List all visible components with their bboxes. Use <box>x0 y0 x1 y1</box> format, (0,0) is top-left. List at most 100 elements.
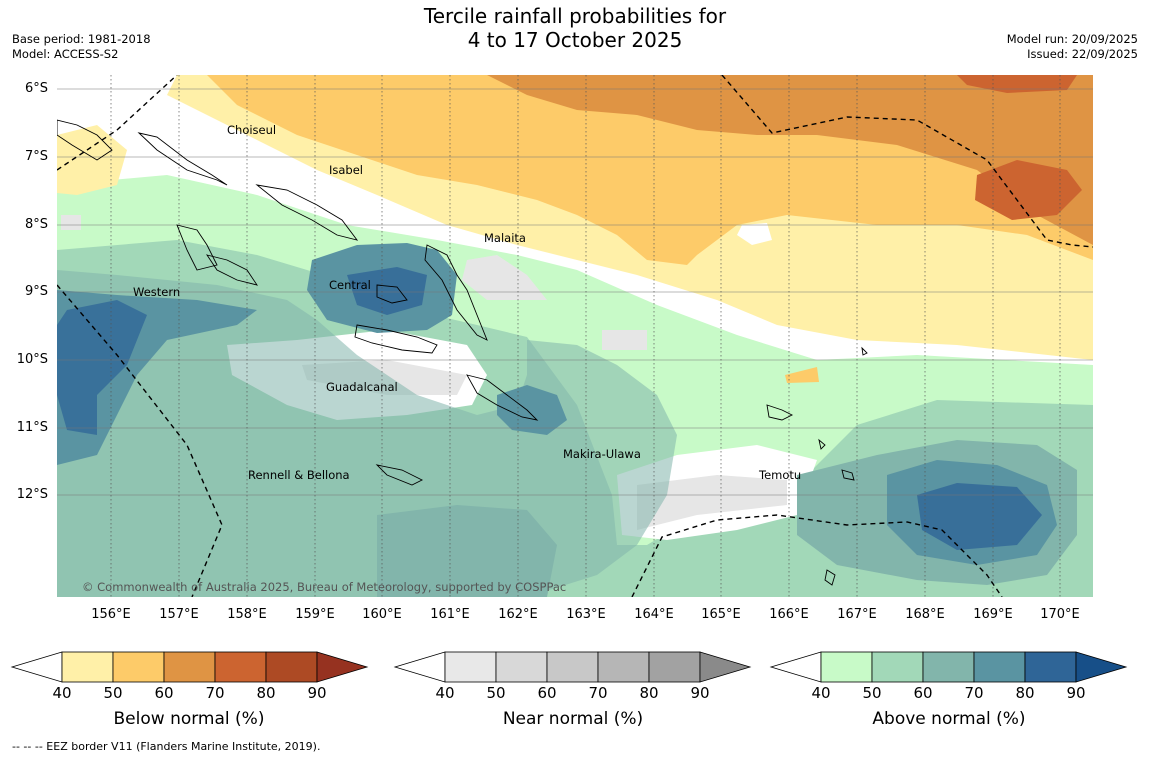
lon-label-165e: 165°E <box>701 607 741 622</box>
field-above-80-west <box>57 300 147 435</box>
above-tick-90: 90 <box>1066 684 1086 702</box>
near-swatch-5 <box>648 651 701 683</box>
temotu-islet <box>841 469 855 481</box>
choiseul-island <box>137 132 228 186</box>
lon-label-168e: 168°E <box>905 607 945 622</box>
western-islands <box>205 254 259 286</box>
region-label-malaita: Malaita <box>484 231 526 245</box>
region-label-temotu: Temotu <box>759 468 802 482</box>
lon-label-161e: 161°E <box>430 607 470 622</box>
field-below-70-north <box>957 75 1077 93</box>
below-swatch-3 <box>163 651 216 683</box>
grid-vertical <box>110 75 1061 597</box>
near-swatch-4 <box>597 651 650 683</box>
colorbars <box>10 651 1128 683</box>
field-near-malaita <box>462 255 547 300</box>
above-tick-80: 80 <box>1015 684 1035 702</box>
region-label-isabel: Isabel <box>329 163 364 177</box>
copyright-notice: © Commonwealth of Australia 2025, Bureau… <box>82 580 567 594</box>
below-tick-90: 90 <box>307 684 327 702</box>
map-panel <box>57 75 1093 597</box>
field-above-80-central <box>347 267 427 315</box>
meta-left: Base period: 1981-2018 Model: ACCESS-S2 <box>12 32 151 62</box>
field-below-60 <box>487 75 1093 245</box>
near-tick-70: 70 <box>588 684 608 702</box>
colorbar-below <box>10 651 369 683</box>
bougainville-island <box>57 119 113 161</box>
issued-text: Issued: 22/09/2025 <box>1027 47 1138 61</box>
title-line-2: 4 to 17 October 2025 <box>467 28 683 52</box>
below-swatch-4 <box>214 651 267 683</box>
model-run-text: Model run: 20/09/2025 <box>1006 32 1138 46</box>
guadalcanal-island <box>354 324 438 354</box>
below-extend-low <box>10 651 63 683</box>
isabel-island <box>255 184 359 241</box>
field-above-60-south <box>377 505 557 597</box>
field-near-east <box>637 475 787 530</box>
model-text: Model: ACCESS-S2 <box>12 47 119 61</box>
region-label-central: Central <box>329 278 371 292</box>
rennell-island <box>375 464 424 486</box>
eez-border-note: -- -- -- EEZ border V11 (Flanders Marine… <box>12 740 321 753</box>
map-canvas <box>57 75 1093 597</box>
field-above-70-makira <box>497 385 567 435</box>
lat-label-6s: 6°S <box>24 81 48 96</box>
malaita-island <box>424 244 488 341</box>
near-swatch-2 <box>495 651 548 683</box>
santa-cruz-island <box>766 404 794 421</box>
below-tick-40: 40 <box>52 684 72 702</box>
region-label-rennell: Rennell & Bellona <box>248 468 350 482</box>
below-tick-60: 60 <box>154 684 174 702</box>
above-swatch-2 <box>871 651 924 683</box>
lat-label-7s: 7°S <box>24 149 48 164</box>
near-tick-90: 90 <box>690 684 710 702</box>
near-swatch-3 <box>546 651 599 683</box>
near-tick-80: 80 <box>639 684 659 702</box>
base-period-text: Base period: 1981-2018 <box>12 32 151 46</box>
near-tick-50: 50 <box>486 684 506 702</box>
lon-label-156e: 156°E <box>91 607 131 622</box>
lat-label-12s: 12°S <box>16 487 48 502</box>
islands <box>57 119 868 586</box>
below-swatch-1 <box>61 651 114 683</box>
field-below-40-west <box>57 125 127 195</box>
southern-islet <box>824 569 836 586</box>
above-tick-50: 50 <box>862 684 882 702</box>
below-tick-70: 70 <box>205 684 225 702</box>
lon-label-166e: 166°E <box>769 607 809 622</box>
region-label-choiseul: Choiseul <box>227 123 277 137</box>
lon-label-170e: 170°E <box>1040 607 1080 622</box>
lat-label-9s: 9°S <box>24 284 48 299</box>
field-near-small <box>602 330 647 350</box>
lon-label-160e: 160°E <box>362 607 402 622</box>
eez-border <box>57 75 1093 597</box>
central-islands <box>376 284 408 304</box>
region-label-makira: Makira-Ulawa <box>563 447 641 461</box>
above-swatch-4 <box>973 651 1026 683</box>
lon-label-164e: 164°E <box>634 607 674 622</box>
near-tick-40: 40 <box>435 684 455 702</box>
lat-label-10s: 10°S <box>16 352 48 367</box>
lon-label-169e: 169°E <box>973 607 1013 622</box>
near-swatch-1 <box>444 651 497 683</box>
below-swatch-2 <box>112 651 165 683</box>
field-white-dot <box>737 223 772 245</box>
colorbar-near <box>393 651 752 683</box>
field-above-80-east <box>917 483 1042 550</box>
field-near-west <box>61 215 81 230</box>
below-tick-50: 50 <box>103 684 123 702</box>
lon-label-162e: 162°E <box>498 607 538 622</box>
field-below-70 <box>975 160 1082 220</box>
above-extend-low <box>769 651 822 683</box>
above-tick-60: 60 <box>913 684 933 702</box>
lon-label-158e: 158°E <box>227 607 267 622</box>
above-swatch-3 <box>922 651 975 683</box>
lat-label-8s: 8°S <box>24 217 48 232</box>
colorbar-below-title: Below normal (%) <box>113 709 265 729</box>
above-extend-high <box>1075 651 1128 683</box>
region-label-western: Western <box>133 285 181 299</box>
lon-label-159e: 159°E <box>295 607 335 622</box>
chart-title: Tercile rainfall probabilities for 4 to … <box>0 4 1150 52</box>
title-line-1: Tercile rainfall probabilities for <box>423 4 727 28</box>
lat-label-11s: 11°S <box>16 420 48 435</box>
